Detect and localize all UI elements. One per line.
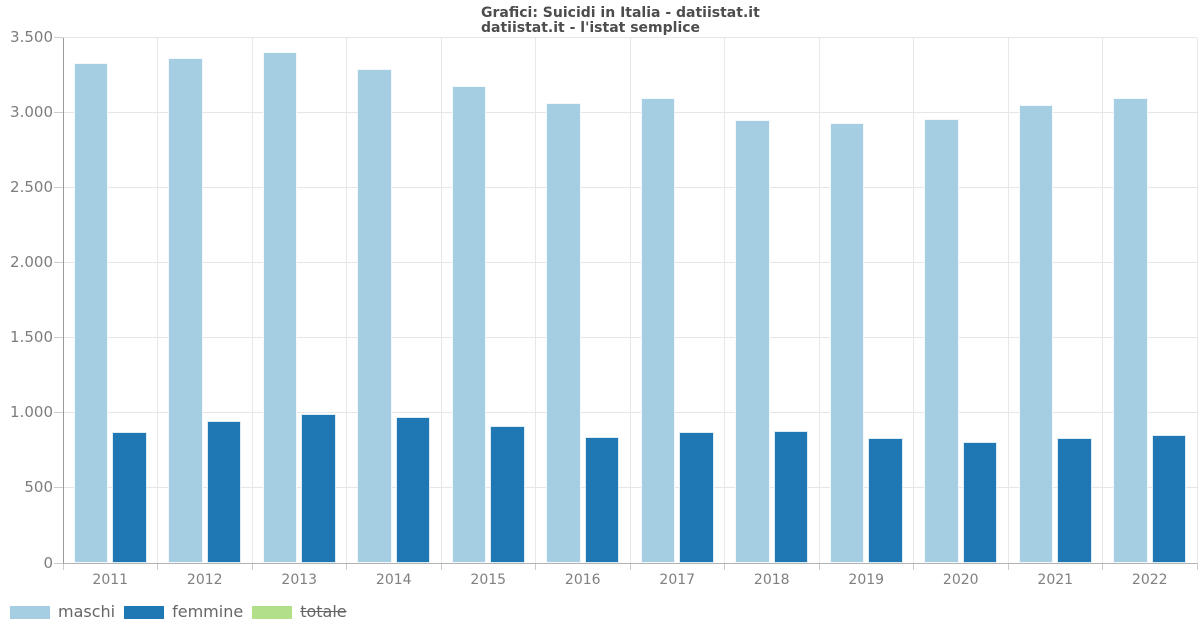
- y-axis-label-2.000: 2.000: [10, 253, 53, 272]
- bar-femmine-2016[interactable]: [584, 436, 619, 563]
- x-axis-label-2019: 2019: [848, 572, 885, 588]
- bar-maschi-2012[interactable]: [168, 57, 203, 563]
- bar-femmine-2013[interactable]: [301, 414, 336, 563]
- gridline-x-4: [440, 37, 442, 563]
- y-axis-label-1.000: 1.000: [10, 403, 53, 422]
- gridline-x-8: [818, 37, 820, 563]
- y-axis-tick: [54, 487, 63, 489]
- bar-femmine-2015[interactable]: [490, 426, 525, 563]
- x-axis-tick: [157, 563, 158, 570]
- x-axis-label-2017: 2017: [659, 572, 696, 588]
- y-axis-tick: [54, 37, 63, 38]
- y-axis-label-2.500: 2.500: [10, 178, 53, 197]
- x-axis-label-2021: 2021: [1037, 572, 1074, 588]
- x-axis-tick: [1196, 563, 1198, 570]
- bar-femmine-2011[interactable]: [112, 432, 147, 563]
- x-axis-label-2015: 2015: [470, 572, 507, 588]
- y-axis-tick: [54, 562, 63, 564]
- x-axis-label-2018: 2018: [753, 572, 790, 588]
- x-axis-tick: [818, 563, 820, 570]
- gridline-x-5: [535, 37, 536, 563]
- bar-femmine-2014[interactable]: [395, 416, 430, 563]
- bar-femmine-2017[interactable]: [679, 432, 714, 563]
- legend-swatch-totale: [252, 605, 293, 619]
- bar-maschi-2021[interactable]: [1018, 105, 1053, 563]
- bar-femmine-2019[interactable]: [868, 438, 903, 563]
- bar-maschi-2018[interactable]: [735, 120, 770, 563]
- bar-femmine-2021[interactable]: [1057, 437, 1092, 563]
- y-axis-tick: [54, 112, 63, 114]
- x-axis-line: [63, 562, 1197, 564]
- gridline-x-10: [1007, 37, 1009, 563]
- x-axis-tick: [724, 563, 725, 570]
- bar-maschi-2015[interactable]: [451, 85, 486, 563]
- legend-item-maschi[interactable]: maschi: [10, 603, 115, 621]
- x-axis-tick: [251, 563, 253, 570]
- y-axis-tick: [54, 337, 63, 339]
- bar-maschi-2017[interactable]: [640, 98, 675, 563]
- gridline-x-12: [1196, 37, 1198, 563]
- gridline-x-11: [1102, 37, 1103, 563]
- x-axis-tick: [535, 563, 536, 570]
- y-axis-label-3.500: 3.500: [10, 28, 53, 46]
- gridline-x-9: [913, 37, 914, 563]
- bar-maschi-2022[interactable]: [1113, 97, 1148, 563]
- gridline-x-2: [251, 37, 253, 563]
- x-axis-label-2013: 2013: [281, 572, 318, 588]
- x-axis-label-2014: 2014: [375, 572, 412, 588]
- bar-femmine-2020[interactable]: [962, 442, 997, 563]
- y-axis-tick: [54, 262, 63, 264]
- bar-maschi-2020[interactable]: [924, 119, 959, 563]
- x-axis-label-2022: 2022: [1131, 572, 1168, 588]
- gridline-x-6: [629, 37, 631, 563]
- bar-femmine-2022[interactable]: [1151, 435, 1186, 563]
- bar-maschi-2016[interactable]: [546, 102, 581, 563]
- chart-title: Grafici: Suicidi in Italia - datiistat.i…: [481, 5, 760, 21]
- x-axis-label-2011: 2011: [92, 572, 129, 588]
- y-axis-tick: [54, 187, 63, 189]
- y-axis-line: [62, 37, 64, 563]
- y-axis-tick: [54, 412, 63, 414]
- legend-label-maschi: maschi: [58, 602, 116, 621]
- bar-maschi-2013[interactable]: [262, 51, 297, 563]
- legend-swatch-femmine: [124, 605, 165, 619]
- x-axis-tick: [913, 563, 914, 570]
- bar-femmine-2012[interactable]: [206, 421, 241, 563]
- y-axis-label-3.000: 3.000: [10, 103, 53, 122]
- bar-femmine-2018[interactable]: [773, 431, 808, 563]
- y-axis-label-500: 500: [24, 478, 53, 497]
- gridline-x-1: [157, 37, 158, 563]
- gridline-x-7: [724, 37, 725, 563]
- legend-item-femmine[interactable]: femmine: [124, 603, 243, 621]
- legend: maschi femmine totale: [10, 600, 347, 624]
- chart-subtitle: datiistat.it - l'istat semplice: [481, 20, 701, 36]
- bar-maschi-2011[interactable]: [73, 63, 108, 563]
- x-axis-tick: [629, 563, 631, 570]
- legend-label-femmine: femmine: [172, 602, 244, 621]
- chart-title-block: Grafici: Suicidi in Italia - datiistat.i…: [481, 6, 760, 36]
- y-axis-label-1.500: 1.500: [10, 328, 53, 347]
- bar-maschi-2019[interactable]: [829, 123, 864, 563]
- legend-item-totale[interactable]: totale: [252, 602, 347, 621]
- x-axis-tick: [346, 563, 347, 570]
- x-axis-label-2016: 2016: [564, 572, 601, 588]
- x-axis-tick: [1102, 563, 1103, 570]
- x-axis-tick: [440, 563, 442, 570]
- x-axis-tick: [1007, 563, 1009, 570]
- y-axis-label-0: 0: [43, 553, 53, 572]
- legend-label-totale: totale: [300, 602, 347, 621]
- legend-swatch-maschi: [10, 605, 50, 619]
- x-axis-tick: [62, 563, 64, 570]
- x-axis-label-2020: 2020: [942, 572, 979, 588]
- bar-maschi-2014[interactable]: [357, 69, 392, 563]
- gridline-x-3: [346, 37, 347, 563]
- x-axis-label-2012: 2012: [186, 572, 223, 588]
